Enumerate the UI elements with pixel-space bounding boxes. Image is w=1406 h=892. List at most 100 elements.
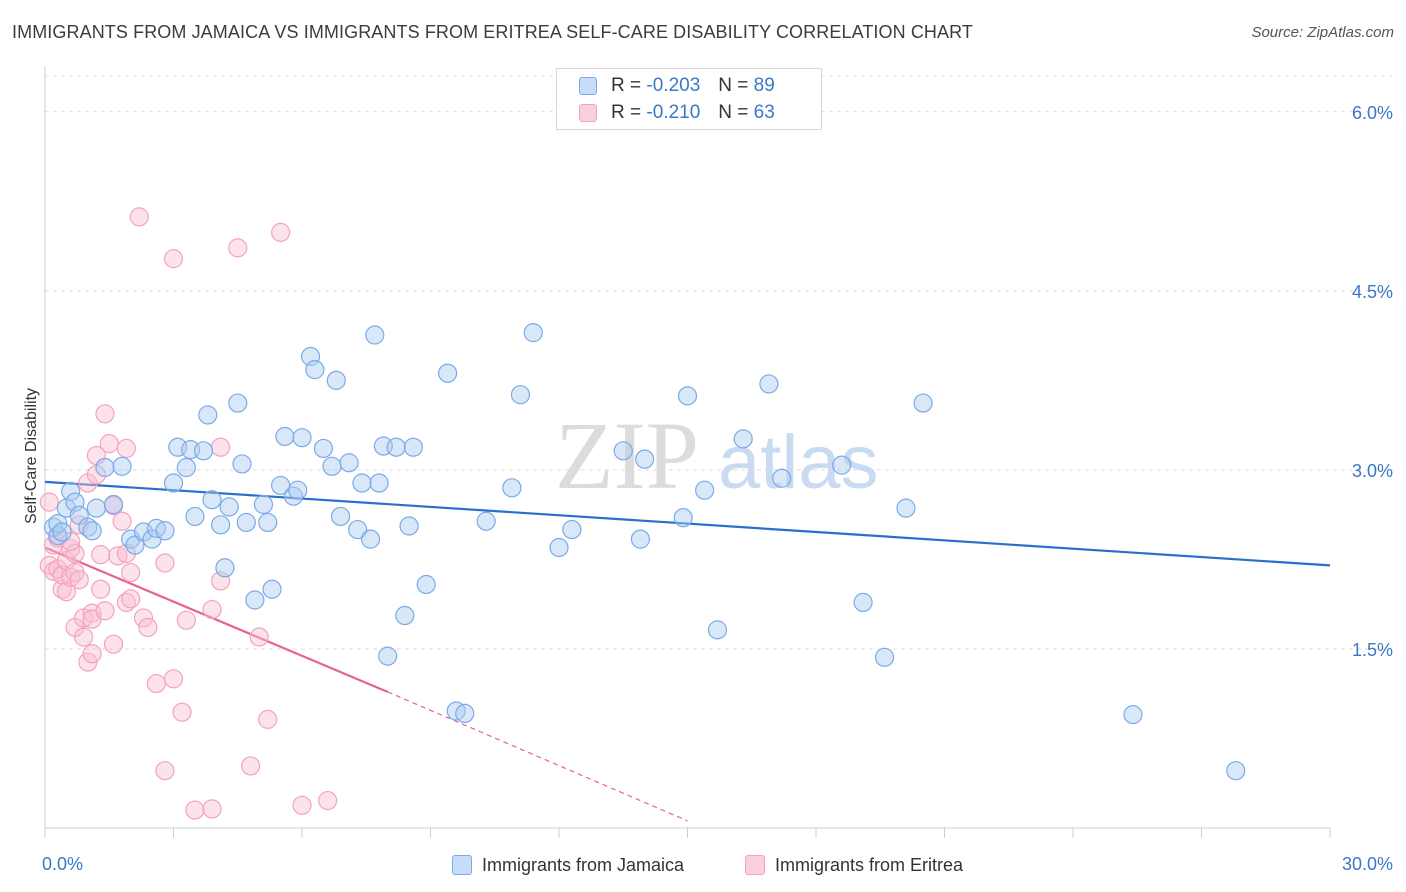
point-jamaica-42 — [292, 428, 312, 448]
point-jamaica-24 — [185, 506, 205, 527]
point-jamaica-86 — [1123, 705, 1143, 725]
point-jamaica-19 — [155, 521, 175, 541]
trend-line-eritrea — [44, 546, 389, 693]
watermark-zip: ZIP — [555, 402, 699, 509]
point-jamaica-46 — [322, 456, 342, 476]
point-eritrea-54 — [228, 238, 248, 258]
point-jamaica-65 — [476, 511, 496, 531]
y-tick-label-3: 6.0% — [1352, 103, 1393, 123]
trend-lines — [44, 480, 1331, 822]
point-jamaica-25 — [193, 441, 214, 461]
point-jamaica-81 — [832, 455, 852, 475]
legend-item-eritrea[interactable]: Immigrants from Eritrea — [745, 851, 963, 879]
point-jamaica-13 — [112, 456, 132, 476]
point-jamaica-27 — [202, 490, 222, 510]
point-jamaica-47 — [326, 370, 346, 390]
legend-item-jamaica[interactable]: Immigrants from Jamaica — [452, 851, 684, 879]
point-eritrea-38 — [121, 562, 141, 583]
x-tick-label-1: 30.0% — [1342, 854, 1393, 874]
point-jamaica-3 — [52, 522, 72, 542]
point-jamaica-53 — [365, 325, 385, 345]
point-jamaica-84 — [896, 498, 916, 518]
point-eritrea-41 — [138, 617, 158, 638]
n-value-eritrea: 63 — [753, 102, 775, 123]
point-jamaica-48 — [330, 506, 351, 527]
gridlines — [45, 75, 1392, 650]
point-jamaica-26 — [198, 405, 218, 425]
point-eritrea-29 — [99, 434, 119, 454]
point-eritrea-8 — [56, 582, 77, 602]
point-jamaica-35 — [253, 494, 274, 515]
point-jamaica-45 — [313, 438, 334, 459]
point-jamaica-75 — [677, 386, 698, 406]
y-tick-label-2: 4.5% — [1352, 282, 1393, 302]
point-jamaica-12 — [103, 494, 124, 515]
point-eritrea-46 — [163, 669, 184, 689]
point-eritrea-47 — [172, 702, 192, 722]
point-jamaica-31 — [228, 393, 248, 413]
point-eritrea-57 — [258, 709, 278, 729]
trend-line-jamaica — [44, 480, 1331, 567]
point-jamaica-83 — [874, 647, 895, 667]
n-value-jamaica: 89 — [753, 75, 775, 96]
r-value-jamaica: -0.203 — [646, 75, 701, 96]
point-jamaica-29 — [215, 558, 235, 578]
data-points — [39, 207, 1246, 820]
point-jamaica-70 — [562, 519, 582, 540]
point-eritrea-50 — [202, 599, 222, 620]
point-jamaica-85 — [913, 393, 933, 413]
point-eritrea-42 — [146, 673, 166, 694]
stats-legend-row-jamaica: R = -0.203 N = 89 — [579, 73, 775, 99]
point-jamaica-80 — [772, 468, 792, 488]
point-jamaica-10 — [86, 498, 107, 518]
point-jamaica-41 — [288, 480, 308, 500]
point-jamaica-69 — [549, 537, 569, 558]
chart-source: Source: ZipAtlas.com — [1251, 24, 1394, 41]
point-eritrea-48 — [176, 610, 196, 630]
legend-label-eritrea: Immigrants from Eritrea — [775, 854, 964, 875]
point-jamaica-20 — [163, 473, 184, 493]
point-jamaica-78 — [733, 429, 753, 449]
point-eritrea-43 — [155, 553, 175, 573]
series-legend: Immigrants from Jamaica Immigrants from … — [0, 851, 1406, 879]
point-jamaica-5 — [61, 481, 81, 501]
stats-legend-row-eritrea: R = -0.210 N = 63 — [579, 100, 775, 126]
point-eritrea-45 — [163, 249, 184, 269]
x-tick-label-0: 0.0% — [42, 854, 83, 874]
point-eritrea-0 — [39, 492, 59, 512]
point-jamaica-68 — [523, 323, 543, 343]
point-eritrea-35 — [116, 438, 136, 459]
watermark: ZIP atlas — [555, 402, 879, 509]
stats-legend: R = -0.203 N = 89 R = -0.210 N = 63 — [556, 68, 822, 130]
point-eritrea-13 — [65, 543, 85, 564]
point-jamaica-72 — [630, 529, 650, 549]
point-jamaica-58 — [395, 605, 415, 626]
point-eritrea-60 — [318, 790, 338, 811]
point-jamaica-51 — [352, 473, 372, 493]
point-eritrea-59 — [292, 795, 312, 815]
legend-swatch-jamaica — [579, 77, 597, 95]
point-jamaica-74 — [673, 508, 693, 528]
point-jamaica-66 — [502, 478, 522, 498]
point-jamaica-50 — [348, 519, 368, 540]
point-jamaica-33 — [236, 512, 256, 533]
point-jamaica-52 — [360, 529, 381, 549]
point-jamaica-44 — [305, 360, 325, 380]
point-jamaica-30 — [219, 497, 239, 517]
point-jamaica-71 — [613, 441, 633, 461]
point-jamaica-76 — [695, 480, 715, 500]
point-jamaica-77 — [707, 620, 728, 640]
point-eritrea-39 — [129, 207, 149, 227]
point-jamaica-56 — [378, 646, 398, 666]
point-eritrea-58 — [270, 222, 291, 242]
point-jamaica-82 — [853, 592, 873, 613]
point-jamaica-60 — [403, 437, 423, 457]
point-jamaica-36 — [258, 512, 278, 533]
point-jamaica-49 — [339, 453, 359, 473]
point-eritrea-49 — [185, 800, 205, 820]
point-eritrea-31 — [103, 634, 124, 654]
point-jamaica-61 — [416, 574, 436, 595]
chart-title: IMMIGRANTS FROM JAMAICA VS IMMIGRANTS FR… — [12, 22, 974, 42]
point-eritrea-18 — [73, 627, 94, 647]
